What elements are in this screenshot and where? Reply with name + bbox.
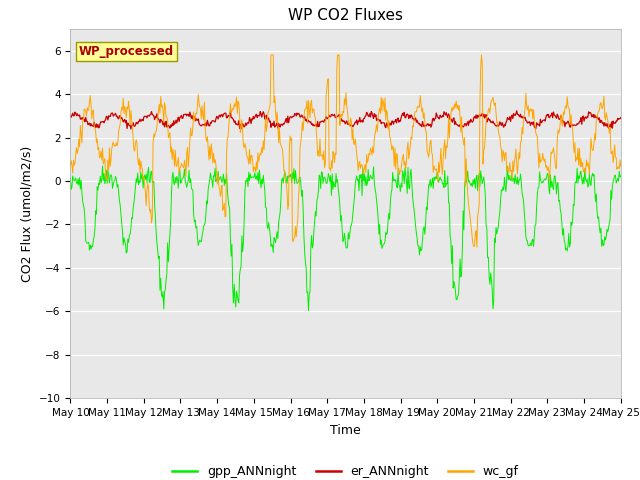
wc_gf [218, 182, 226, 188]
Line: er_ANNnight: er_ANNnight [70, 111, 621, 129]
er_ANNnight [513, 108, 520, 114]
wc_gf [189, 124, 196, 130]
Line: wc_gf: wc_gf [70, 55, 621, 247]
wc_gf [413, 105, 421, 110]
Line: gpp_ANNnight: gpp_ANNnight [70, 166, 621, 311]
wc_gf [617, 164, 625, 169]
X-axis label: Time: Time [330, 424, 361, 437]
wc_gf [473, 244, 481, 250]
er_ANNnight [134, 121, 141, 127]
gpp_ANNnight [430, 175, 438, 180]
gpp_ANNnight [305, 308, 312, 313]
er_ANNnight [429, 116, 437, 121]
er_ANNnight [67, 114, 74, 120]
Y-axis label: CO2 Flux (umol/m2/s): CO2 Flux (umol/m2/s) [20, 145, 33, 282]
er_ANNnight [190, 114, 198, 120]
gpp_ANNnight [99, 163, 106, 169]
er_ANNnight [77, 116, 84, 122]
er_ANNnight [219, 114, 227, 120]
er_ANNnight [617, 115, 625, 120]
er_ANNnight [413, 118, 421, 123]
Legend: gpp_ANNnight, er_ANNnight, wc_gf: gpp_ANNnight, er_ANNnight, wc_gf [168, 460, 524, 480]
Text: WP_processed: WP_processed [79, 45, 174, 58]
gpp_ANNnight [617, 173, 625, 179]
gpp_ANNnight [219, 176, 227, 182]
wc_gf [267, 52, 275, 58]
wc_gf [77, 123, 84, 129]
gpp_ANNnight [134, 170, 141, 176]
wc_gf [429, 169, 437, 175]
er_ANNnight [127, 126, 134, 132]
wc_gf [133, 141, 141, 147]
gpp_ANNnight [414, 243, 422, 249]
gpp_ANNnight [67, 175, 74, 181]
wc_gf [67, 163, 74, 168]
gpp_ANNnight [190, 212, 198, 218]
Title: WP CO2 Fluxes: WP CO2 Fluxes [288, 9, 403, 24]
gpp_ANNnight [77, 186, 84, 192]
